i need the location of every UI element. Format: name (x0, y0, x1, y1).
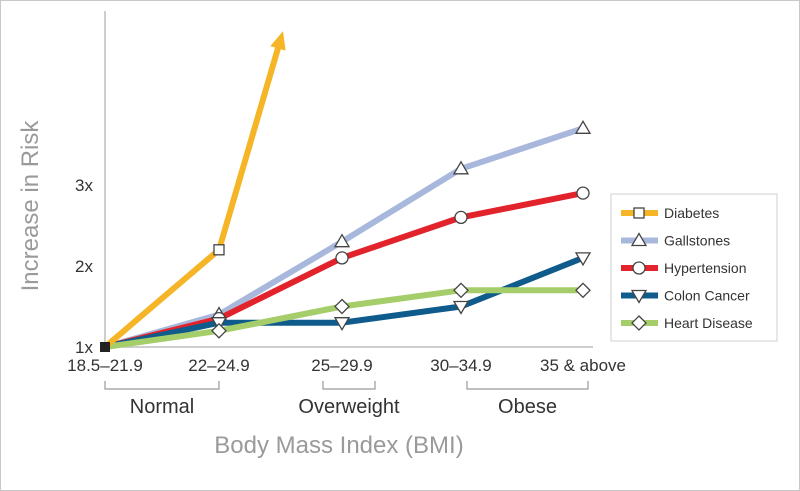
legend: Diabetes Gallstones Hypertension Colon Canc… (610, 193, 778, 342)
group-bracket (322, 381, 376, 390)
origin-point (100, 342, 110, 352)
y-tick-label: 2x (75, 257, 93, 276)
legend-item: Heart Disease (621, 315, 753, 331)
data-point (211, 322, 227, 339)
data-point (333, 317, 351, 331)
data-point (334, 298, 350, 315)
x-axis-ticks: 18.5–21.9 22–24.9 25–29.9 30–34.9 35 & above (67, 356, 626, 375)
legend-label: Diabetes (664, 205, 719, 221)
y-axis-title: Increase in Risk (17, 120, 44, 292)
data-point (574, 252, 592, 267)
group-bracket (104, 381, 220, 390)
legend-label: Heart Disease (664, 315, 753, 331)
x-tick-label: 25–29.9 (311, 356, 372, 375)
data-point (454, 210, 468, 225)
group-label: Normal (130, 396, 194, 418)
data-point (574, 120, 592, 134)
data-point (453, 282, 469, 299)
series-heart-disease (104, 282, 591, 350)
legend-item: Diabetes (621, 205, 719, 221)
data-point (333, 233, 351, 248)
group-bracket (466, 381, 589, 390)
legend-label: Hypertension (664, 260, 747, 276)
data-point (630, 232, 648, 247)
legend-label: Gallstones (664, 233, 730, 249)
x-tick-label: 30–34.9 (430, 356, 491, 375)
x-tick-label: 22–24.9 (188, 356, 249, 375)
data-point (452, 160, 470, 175)
bmi-group-brackets: Normal Overweight Obese (104, 381, 589, 418)
series-diabetes (103, 31, 286, 350)
x-tick-label: 35 & above (540, 356, 626, 375)
x-axis-title: Body Mass Index (BMI) (214, 432, 463, 459)
y-tick-label: 1x (75, 338, 93, 357)
data-point (575, 282, 591, 299)
data-point (213, 244, 225, 256)
x-tick-label: 18.5–21.9 (67, 356, 143, 375)
data-point (633, 207, 645, 219)
data-point (576, 186, 590, 200)
series-lines (100, 31, 592, 352)
arrow-head (270, 31, 286, 51)
legend-item: Hypertension (621, 260, 747, 276)
y-axis-ticks: 1x 2x 3x (75, 176, 93, 357)
data-point (335, 251, 349, 265)
data-point (632, 261, 646, 275)
legend-item: Colon Cancer (621, 288, 750, 304)
series-gallstones (104, 120, 592, 350)
group-label: Overweight (298, 396, 400, 418)
legend-item: Gallstones (621, 232, 730, 249)
data-point (452, 300, 470, 315)
series-colon-cancer (104, 252, 592, 350)
data-point (630, 289, 648, 304)
legend-label: Colon Cancer (664, 288, 750, 304)
y-tick-label: 3x (75, 176, 93, 195)
group-label: Obese (498, 396, 557, 418)
data-point (631, 315, 647, 331)
